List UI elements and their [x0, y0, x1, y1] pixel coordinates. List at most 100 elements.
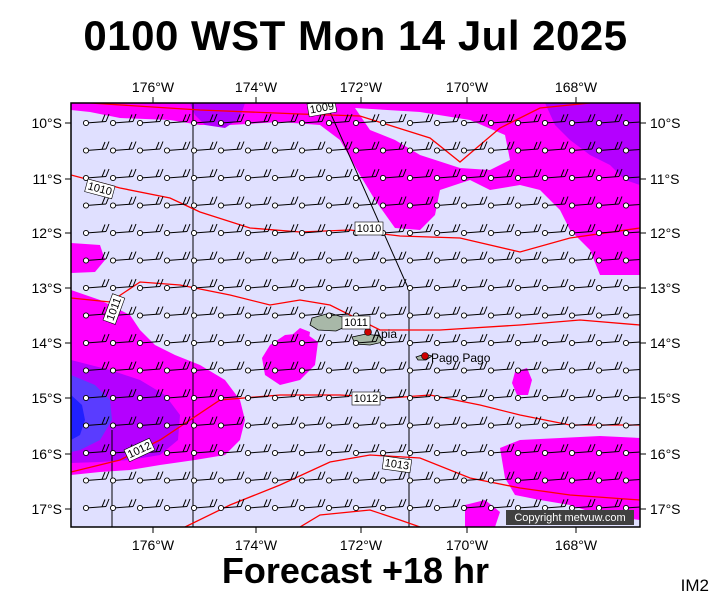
- wind-barb: [541, 223, 569, 237]
- lon-label: 168°W: [555, 79, 598, 95]
- wind-barb: [406, 416, 434, 429]
- wind-barb: [325, 141, 353, 154]
- wind-barb: [541, 416, 569, 429]
- wind-barb: [271, 278, 299, 292]
- rain-cell-east: [512, 368, 532, 395]
- lat-label: 13°S: [650, 280, 681, 296]
- wind-barb: [622, 394, 640, 402]
- wind-barb: [325, 113, 353, 127]
- wind-barb: [433, 223, 461, 237]
- copyright-text: Copyright metvuw.com: [514, 512, 625, 524]
- wind-barb: [622, 367, 640, 374]
- wind-barb: [325, 333, 353, 347]
- wind-barb: [109, 196, 137, 209]
- wind-barb: [460, 141, 488, 154]
- wind-barb: [595, 416, 623, 429]
- wind-barb: [271, 113, 299, 127]
- wind-barb: [406, 388, 434, 402]
- wind-barb: [487, 361, 515, 374]
- wind-barb: [190, 361, 218, 374]
- wind-barb: [244, 168, 272, 182]
- clear-patch-top: [355, 108, 510, 170]
- wind-barb: [622, 422, 640, 429]
- wind-barb: [136, 361, 164, 374]
- wind-barb: [136, 113, 164, 127]
- wind-barb: [568, 113, 596, 127]
- lon-label: 174°W: [235, 79, 278, 95]
- wind-barb: [190, 443, 218, 457]
- wind-barb: [622, 504, 640, 512]
- wind-barb: [298, 168, 326, 182]
- isobar-1009: [89, 103, 591, 163]
- wind-barb: [352, 113, 380, 127]
- wind-barb: [190, 471, 218, 484]
- wind-barb: [217, 416, 245, 429]
- wind-barb: [163, 196, 191, 209]
- wind-barb: [244, 471, 272, 484]
- wind-barb: [109, 333, 137, 347]
- wind-barb: [82, 416, 110, 429]
- wind-barb: [217, 196, 245, 209]
- wind-barb: [271, 168, 299, 182]
- wind-barb: [460, 498, 488, 512]
- wind-barb: [406, 168, 434, 182]
- wind-barb: [352, 251, 380, 264]
- wind-barb: [244, 141, 272, 154]
- wind-barb: [487, 168, 515, 182]
- wind-barb: [487, 196, 515, 209]
- wind-barb: [406, 443, 434, 457]
- wind-barb: [460, 388, 488, 402]
- wind-barb: [244, 333, 272, 347]
- lon-labels-top: 176°W 174°W 172°W 170°W 168°W: [132, 79, 598, 95]
- wind-barb: [325, 196, 353, 209]
- wind-barb: [325, 361, 353, 374]
- wind-barb: [352, 361, 380, 374]
- wind-barb: [406, 223, 434, 237]
- wind-barb: [379, 416, 407, 429]
- isobar-label: 1010: [357, 223, 381, 235]
- wind-barb: [190, 196, 218, 209]
- isobar-1011: [71, 281, 640, 331]
- wind-barb: [244, 361, 272, 374]
- wind-barb: [325, 278, 353, 292]
- wind-barb: [217, 333, 245, 347]
- wind-barb: [433, 113, 461, 127]
- wind-barb: [325, 443, 353, 457]
- rain-area-left-strip: [71, 243, 105, 273]
- wind-barb: [190, 388, 218, 402]
- wind-barb: [433, 168, 461, 182]
- wind-barb: [433, 361, 461, 374]
- wind-barb: [325, 223, 353, 237]
- wind-barb: [352, 168, 380, 182]
- wind-barb: [271, 443, 299, 457]
- wind-barb: [217, 306, 245, 319]
- wind-barb: [568, 471, 596, 484]
- lat-label: 12°S: [31, 225, 62, 241]
- wind-barb: [487, 498, 515, 512]
- wind-barb: [460, 113, 488, 127]
- wind-barb: [541, 113, 569, 127]
- wind-barb: [568, 443, 596, 457]
- wind-barb: [541, 251, 569, 264]
- wind-barb: [352, 471, 380, 484]
- wind-barb: [379, 471, 407, 484]
- wind-barb: [298, 141, 326, 154]
- wind-barb: [217, 443, 245, 457]
- lat-label: 16°S: [650, 446, 681, 462]
- wind-barb: [622, 284, 640, 292]
- wind-barb: [514, 388, 542, 402]
- isobar-label: 1012: [354, 393, 378, 405]
- wind-barb: [379, 361, 407, 374]
- wind-barb: [541, 333, 569, 347]
- wind-barb: [568, 333, 596, 347]
- wind-barb: [325, 471, 353, 484]
- wind-barb: [190, 278, 218, 292]
- wind-barb: [352, 196, 380, 209]
- wind-barb: [244, 388, 272, 402]
- wind-barb: [271, 333, 299, 347]
- lat-label: 10°S: [31, 115, 62, 131]
- wind-barb: [109, 388, 137, 402]
- wind-barb: [190, 141, 218, 154]
- wind-barb: [460, 223, 488, 237]
